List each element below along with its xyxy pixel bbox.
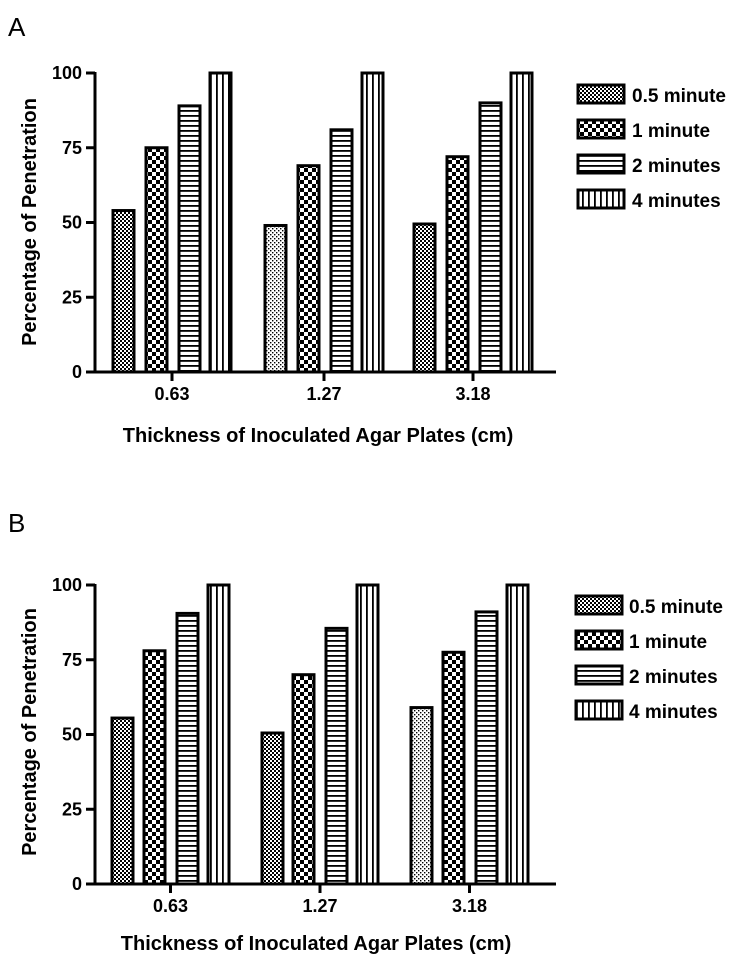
y-tick-label-a-50: 50 bbox=[62, 213, 82, 233]
legend-label-a-1: 0.5 minute bbox=[632, 86, 726, 107]
y-tick-label-a-0: 0 bbox=[72, 362, 82, 382]
y-axis-title-a: Percentage of Penetration bbox=[19, 98, 41, 346]
legend-swatch-b-2 bbox=[574, 629, 624, 651]
x-axis-title-b: Thickness of Inoculated Agar Plates (cm) bbox=[121, 933, 511, 955]
bar-b-1.27-series-3 bbox=[324, 626, 349, 886]
legend-swatch-a-3 bbox=[576, 153, 626, 175]
legend-label-a-4: 4 minutes bbox=[632, 191, 721, 212]
x-tick-label-a-1.27: 1.27 bbox=[306, 384, 341, 404]
bar-a-3.18-series-1 bbox=[412, 222, 437, 374]
x-tick-label-b-1.27: 1.27 bbox=[302, 896, 337, 916]
bar-a-0.63-series-1 bbox=[111, 209, 136, 374]
legend-label-b-2: 1 minute bbox=[629, 632, 707, 653]
y-tick-label-a-25: 25 bbox=[62, 287, 82, 307]
legend-swatch-a-2 bbox=[576, 118, 626, 140]
bar-b-1.27-series-2 bbox=[291, 673, 316, 886]
legend-label-b-1: 0.5 minute bbox=[629, 597, 723, 618]
y-tick-label-b-50: 50 bbox=[62, 725, 82, 745]
chart-panel-b: B 0 25 50 75 100 0.63 1.27 3.18 Thickness of Ino… bbox=[8, 508, 723, 955]
legend-swatch-a-1 bbox=[576, 83, 626, 105]
legend-swatch-a-4 bbox=[576, 188, 626, 210]
bar-b-3.18-series-3 bbox=[474, 610, 499, 886]
bar-a-3.18-series-4 bbox=[509, 71, 534, 374]
legend-label-b-4: 4 minutes bbox=[629, 702, 718, 723]
bar-b-0.63-series-1 bbox=[110, 716, 135, 886]
y-tick-label-a-75: 75 bbox=[62, 138, 82, 158]
y-tick-label-b-0: 0 bbox=[72, 874, 82, 894]
bar-b-0.63-series-4 bbox=[206, 583, 231, 886]
x-axis-title-a: Thickness of Inoculated Agar Plates (cm) bbox=[123, 425, 513, 447]
bar-a-1.27-series-4 bbox=[360, 71, 385, 374]
legend-label-b-3: 2 minutes bbox=[629, 667, 718, 688]
x-tick-label-b-3.18: 3.18 bbox=[452, 896, 487, 916]
x-tick-label-a-0.63: 0.63 bbox=[154, 384, 189, 404]
x-tick-label-b-0.63: 0.63 bbox=[153, 896, 188, 916]
bar-a-1.27-series-3 bbox=[329, 128, 354, 374]
bar-a-0.63-series-2 bbox=[144, 146, 169, 374]
legend-swatch-b-4 bbox=[574, 699, 624, 721]
legend-b: 0.5 minute 1 minute 2 minutes 4 minutes bbox=[574, 594, 723, 723]
y-tick-label-b-100: 100 bbox=[52, 575, 82, 595]
legend-label-a-3: 2 minutes bbox=[632, 156, 721, 177]
y-tick-label-a-100: 100 bbox=[52, 63, 82, 83]
y-axis-title-b: Percentage of Penetration bbox=[19, 608, 41, 856]
y-tick-label-b-75: 75 bbox=[62, 650, 82, 670]
bar-a-1.27-series-1 bbox=[263, 223, 288, 374]
legend-swatch-b-1 bbox=[574, 594, 624, 616]
bar-b-0.63-series-3 bbox=[175, 611, 200, 886]
legend-label-a-2: 1 minute bbox=[632, 121, 710, 142]
legend-swatch-b-3 bbox=[574, 664, 624, 686]
chart-panel-a: A 0 25 50 75 100 0.63 1.27 3.18 Thickness of Ino… bbox=[8, 12, 726, 447]
legend-a: 0.5 minute 1 minute 2 minutes 4 minutes bbox=[576, 83, 726, 212]
bar-a-0.63-series-3 bbox=[177, 104, 202, 374]
bar-b-3.18-series-2 bbox=[441, 650, 466, 886]
panel-label-b: B bbox=[8, 508, 25, 538]
y-tick-label-b-25: 25 bbox=[62, 799, 82, 819]
bar-a-1.27-series-2 bbox=[296, 164, 321, 374]
bar-a-3.18-series-3 bbox=[478, 101, 503, 374]
bar-a-0.63-series-4 bbox=[208, 71, 233, 374]
bar-b-3.18-series-1 bbox=[409, 706, 434, 886]
plot-area-a: 0 25 50 75 100 0.63 1.27 3.18 Thickness of Inocu… bbox=[19, 63, 726, 447]
bar-b-1.27-series-4 bbox=[355, 583, 380, 886]
bar-b-3.18-series-4 bbox=[505, 583, 530, 886]
bar-b-1.27-series-1 bbox=[260, 731, 285, 886]
bar-a-3.18-series-2 bbox=[445, 155, 470, 374]
x-tick-label-a-3.18: 3.18 bbox=[455, 384, 490, 404]
plot-area-b: 0 25 50 75 100 0.63 1.27 3.18 Thickness of Inocu… bbox=[19, 575, 723, 955]
bar-b-0.63-series-2 bbox=[142, 649, 167, 886]
panel-label-a: A bbox=[8, 12, 26, 42]
